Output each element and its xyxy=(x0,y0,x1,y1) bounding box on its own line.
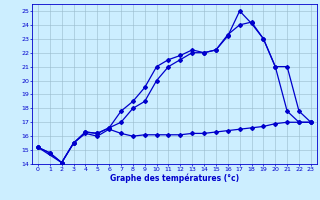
X-axis label: Graphe des températures (°c): Graphe des températures (°c) xyxy=(110,173,239,183)
